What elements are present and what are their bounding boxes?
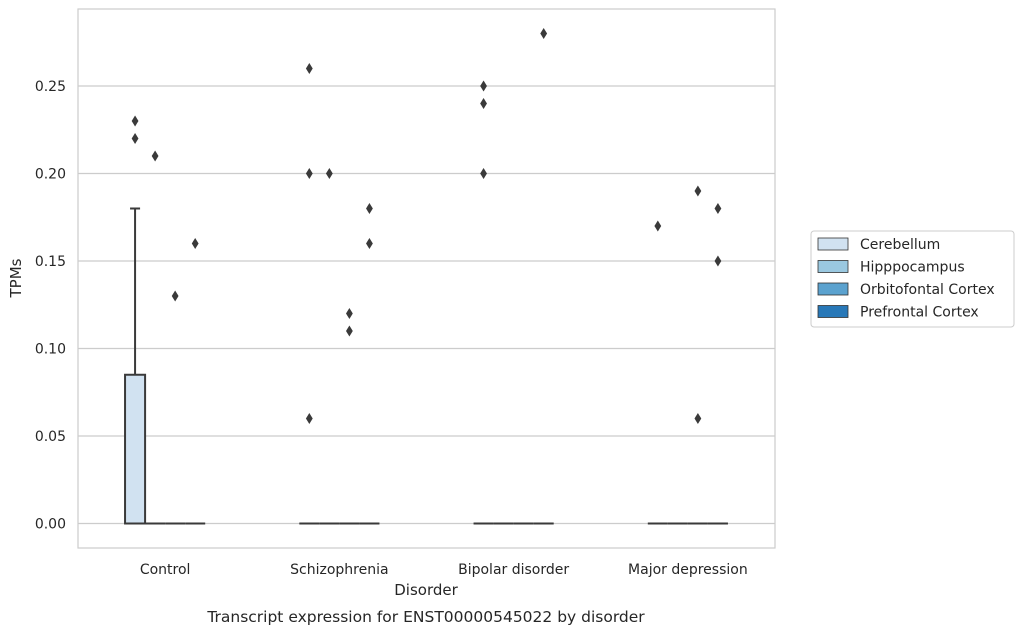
legend-swatch: [817, 237, 849, 251]
legend-swatch: [817, 260, 849, 273]
legend-label: Orbitofontal Cortex: [860, 282, 995, 298]
legend-swatch: [817, 305, 849, 318]
x-tick-labels: Control Schizophrenia Bipolar disorder Majo…: [140, 562, 748, 578]
outlier-point: [305, 413, 313, 424]
box-control-cerebellum: [124, 115, 147, 525]
outlier-point: [694, 185, 702, 197]
box-major-depression-orbitofontal-cortex: [687, 185, 708, 525]
x-tick-label: Control: [140, 562, 191, 578]
legend: Cerebellum Hipppocampus Orbitofontal Corte…: [810, 230, 1015, 328]
outlier-point: [714, 203, 722, 214]
outlier-point: [131, 133, 139, 144]
x-tick-label: Bipolar disorder: [458, 562, 569, 578]
grid-lines: [78, 85, 775, 525]
legend-swatch: [817, 282, 849, 296]
box-schizophrenia-prefrontal-cortex: [359, 203, 380, 525]
outlier-point: [654, 220, 662, 232]
y-tick-label: 0.00: [35, 517, 66, 533]
outlier-point: [480, 168, 487, 179]
outlier-point: [325, 168, 333, 179]
box-schizophrenia-orbitofontal-cortex: [339, 308, 360, 525]
legend-label: Hipppocampus: [860, 260, 965, 276]
legend-frame: [810, 230, 1015, 328]
outlier-point: [305, 168, 313, 179]
outlier-point: [694, 413, 702, 424]
outlier-point: [714, 255, 722, 267]
legend-label: Prefrontal Cortex: [860, 305, 979, 321]
box-major-depression-cerebellum: [647, 220, 668, 525]
outlier-point: [305, 63, 313, 74]
x-tick-label: Schizophrenia: [290, 562, 388, 578]
outlier-point: [480, 80, 487, 92]
legend-label: Cerebellum: [860, 237, 940, 253]
outlier-point: [345, 308, 353, 319]
x-tick-label: Major depression: [628, 562, 748, 578]
outlier-point: [131, 115, 139, 127]
box-control-hipppocampus: [145, 150, 166, 525]
outlier-point: [540, 28, 548, 39]
plot-frame: [77, 8, 776, 549]
y-axis-label: TPMs: [7, 258, 25, 298]
outlier-point: [171, 290, 179, 302]
box-body: [124, 373, 147, 525]
box-marks: [124, 28, 728, 525]
y-tick-labels: 0.00 0.05 0.10 0.15 0.20 0.25: [35, 79, 66, 533]
box-bipolar-disorder-cerebellum: [473, 80, 494, 525]
y-tick-label: 0.10: [35, 342, 66, 358]
box-schizophrenia-hipppocampus: [319, 168, 340, 525]
x-axis-label: Disorder: [394, 581, 458, 599]
chart-caption: Transcript expression for ENST0000054502…: [206, 608, 645, 626]
outlier-point: [480, 98, 487, 109]
y-tick-label: 0.05: [35, 429, 66, 445]
outlier-point: [191, 238, 199, 249]
y-tick-label: 0.15: [35, 254, 66, 270]
box-control-prefrontal-cortex: [185, 238, 206, 525]
outlier-point: [366, 238, 373, 249]
outlier-point: [366, 203, 373, 214]
box-bipolar-disorder-prefrontal-cortex: [533, 28, 554, 525]
y-tick-label: 0.20: [35, 167, 66, 183]
box-schizophrenia-cerebellum: [299, 63, 320, 525]
outlier-point: [151, 150, 159, 162]
outlier-point: [345, 325, 353, 337]
y-tick-label: 0.25: [35, 79, 66, 95]
box-major-depression-prefrontal-cortex: [707, 203, 728, 525]
box-control-orbitofontal-cortex: [165, 290, 186, 525]
